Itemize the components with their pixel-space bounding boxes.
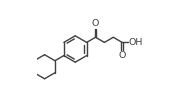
Text: OH: OH	[128, 38, 143, 47]
Text: O: O	[92, 19, 99, 28]
Text: O: O	[119, 51, 126, 60]
